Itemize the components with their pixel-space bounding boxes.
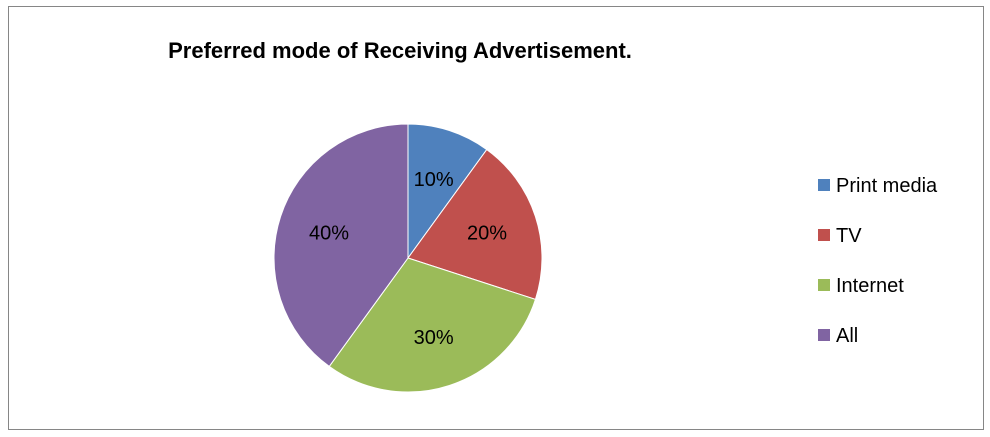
legend: Print media TV Internet All: [818, 168, 937, 368]
legend-label-internet: Internet: [836, 275, 904, 297]
legend-label-all: All: [836, 325, 859, 347]
slice-label-tv: 20%: [467, 222, 507, 244]
legend-item-internet: Internet: [818, 268, 937, 318]
slice-label-all: 40%: [309, 222, 349, 244]
legend-swatch-internet: [818, 278, 830, 291]
legend-item-tv: TV: [818, 218, 937, 268]
legend-label-print-media: Print media: [836, 175, 938, 197]
chart-title: Preferred mode of Receiving Advertisemen…: [168, 38, 632, 63]
pie-slice-print-media: [407, 123, 488, 260]
pie-slice-internet: [328, 257, 537, 393]
pie-slice-all: [273, 123, 409, 368]
legend-item-all: All: [818, 318, 937, 368]
legend-swatch-tv: [818, 228, 830, 241]
slice-label-print-media: 10%: [414, 169, 454, 191]
legend-label-tv: TV: [836, 225, 862, 247]
legend-swatch-print-media: [818, 178, 830, 191]
pie-slice-tv: [407, 148, 543, 301]
legend-item-print-media: Print media: [818, 168, 937, 218]
legend-swatch-all: [818, 328, 830, 341]
slice-label-internet: 30%: [414, 327, 454, 349]
